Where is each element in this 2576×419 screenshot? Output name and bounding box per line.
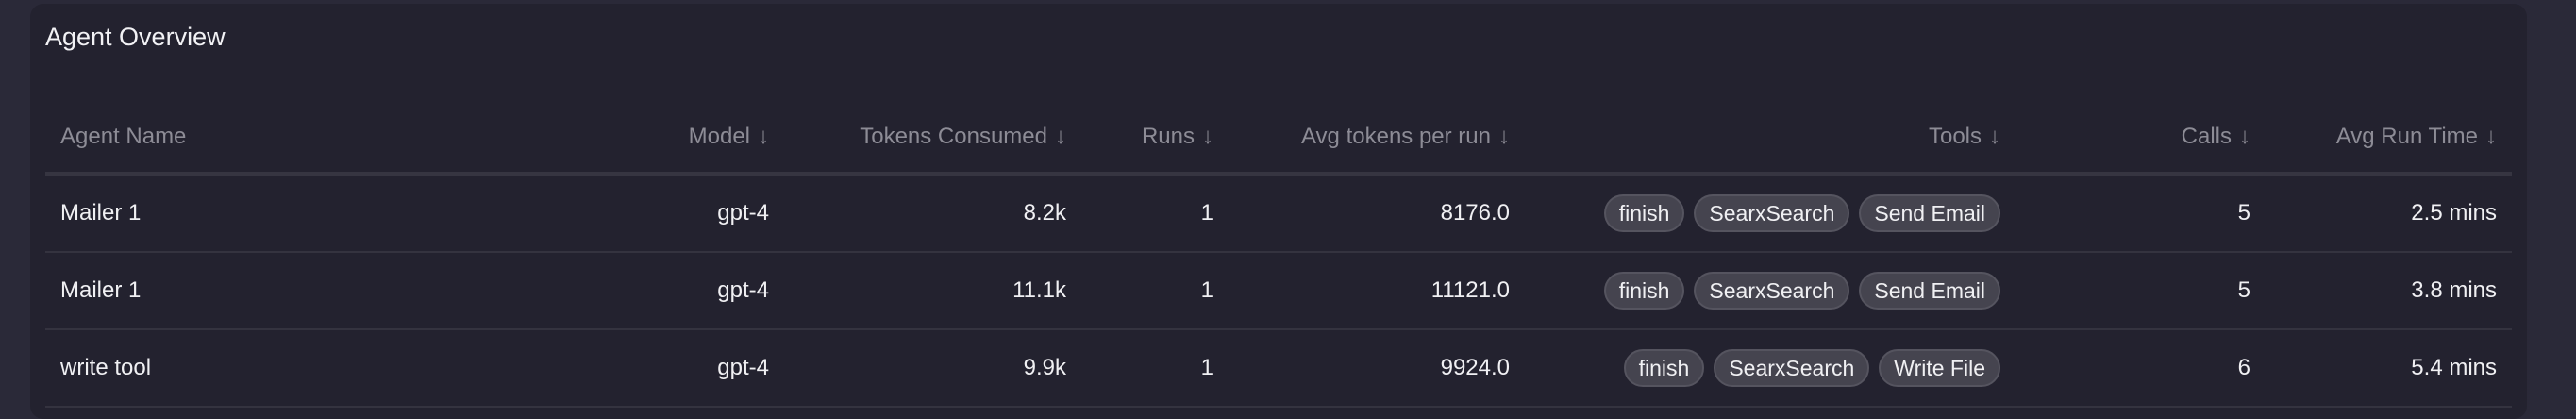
table-row[interactable]: Mailer 1 gpt-4 8.2k 1 8176.0 finish SearxSearc… [45, 174, 2512, 253]
sort-down-icon: ↓ [2239, 124, 2250, 149]
header-label: Avg Run Time [2335, 124, 2478, 149]
avg-run-time-cell: 2.5 mins [2266, 174, 2512, 253]
tools-cell: finish SearxSearch Write File [1525, 329, 2016, 408]
tool-badge: Send Email [1859, 272, 2000, 310]
card-title: Agent Overview [45, 23, 226, 51]
agent-name-cell: write tool [45, 329, 547, 408]
sort-down-icon: ↓ [1498, 124, 1510, 149]
header-calls[interactable]: Calls ↓ [2016, 102, 2266, 176]
header-label: Tokens Consumed [860, 124, 1047, 149]
sort-down-icon: ↓ [1055, 124, 1066, 149]
agent-overview-card: Agent Overview Agent Name Model ↓ Tokens … [30, 4, 2527, 419]
model-cell: gpt-4 [547, 252, 784, 330]
tools-cell: finish SearxSearch Send Email [1525, 252, 2016, 330]
header-label: Calls [2181, 124, 2232, 149]
tool-badge: finish [1623, 349, 1705, 387]
runs-cell: 1 [1081, 329, 1229, 408]
tokens-cell: 9.9k [784, 329, 1081, 408]
calls-cell: 5 [2016, 252, 2266, 330]
avg-tokens-cell: 11121.0 [1229, 252, 1525, 330]
tools-cell: finish SearxSearch Send Email [1525, 174, 2016, 253]
calls-cell: 6 [2016, 329, 2266, 408]
tool-badge: Write File [1879, 349, 2000, 387]
header-label: Agent Name [60, 124, 187, 149]
tool-badge: SearxSearch [1694, 194, 1850, 232]
sort-down-icon: ↓ [758, 124, 769, 149]
tool-badge: Send Email [1859, 194, 2000, 232]
avg-run-time-cell: 5.4 mins [2266, 329, 2512, 408]
header-runs[interactable]: Runs ↓ [1081, 102, 1229, 176]
agent-name-cell: Mailer 1 [45, 252, 547, 330]
model-cell: gpt-4 [547, 174, 784, 253]
runs-cell: 1 [1081, 252, 1229, 330]
table-header-row: Agent Name Model ↓ Tokens Consumed ↓ Runs ↓… [45, 102, 2512, 176]
model-cell: gpt-4 [547, 329, 784, 408]
runs-cell: 1 [1081, 174, 1229, 253]
header-tokens-consumed[interactable]: Tokens Consumed ↓ [784, 102, 1081, 176]
header-avg-run-time[interactable]: Avg Run Time ↓ [2266, 102, 2512, 176]
sort-down-icon: ↓ [1202, 124, 1213, 149]
agent-name-cell: Mailer 1 [45, 174, 547, 253]
sort-down-icon: ↓ [1989, 124, 2000, 149]
tool-badge: finish [1603, 272, 1685, 310]
calls-cell: 5 [2016, 174, 2266, 253]
agent-table: Agent Name Model ↓ Tokens Consumed ↓ Runs ↓… [45, 102, 2512, 408]
tokens-cell: 11.1k [784, 252, 1081, 330]
table-row[interactable]: write tool gpt-4 9.9k 1 9924.0 finish SearxSea… [45, 329, 2512, 408]
header-label: Avg tokens per run [1300, 124, 1491, 149]
header-agent-name[interactable]: Agent Name [45, 102, 547, 176]
header-avg-tokens[interactable]: Avg tokens per run ↓ [1229, 102, 1525, 176]
avg-tokens-cell: 8176.0 [1229, 174, 1525, 253]
header-label: Tools [1928, 124, 1982, 149]
avg-tokens-cell: 9924.0 [1229, 329, 1525, 408]
tool-badge: finish [1603, 194, 1685, 232]
tokens-cell: 8.2k [784, 174, 1081, 253]
header-label: Runs [1141, 124, 1195, 149]
header-tools[interactable]: Tools ↓ [1525, 102, 2016, 176]
table-row[interactable]: Mailer 1 gpt-4 11.1k 1 11121.0 finish SearxSea… [45, 252, 2512, 330]
tool-badge: SearxSearch [1694, 272, 1850, 310]
header-model[interactable]: Model ↓ [547, 102, 784, 176]
tool-badge: SearxSearch [1714, 349, 1870, 387]
avg-run-time-cell: 3.8 mins [2266, 252, 2512, 330]
header-label: Model [688, 124, 750, 149]
sort-down-icon: ↓ [2485, 124, 2497, 149]
